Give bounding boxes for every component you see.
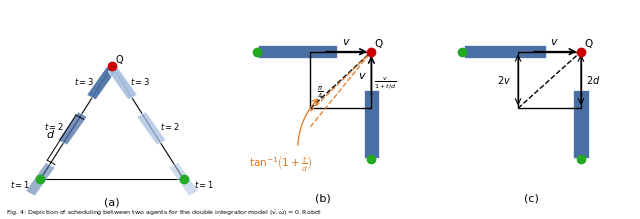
Bar [518,52,581,108]
Polygon shape [573,90,589,158]
Text: $\frac{v}{1+t/d}$: $\frac{v}{1+t/d}$ [374,75,396,91]
Text: $v$: $v$ [550,37,559,47]
Text: $t=3$: $t=3$ [130,76,150,87]
Text: $\tan^{-1}\!\left(1+\frac{t}{d}\right)$: $\tan^{-1}\!\left(1+\frac{t}{d}\right)$ [249,153,312,173]
Polygon shape [108,67,137,100]
Text: $2v$: $2v$ [497,74,511,86]
Text: $t=1$: $t=1$ [195,179,214,190]
Text: $d$: $d$ [45,129,55,140]
Text: $v$: $v$ [342,37,350,47]
Polygon shape [58,112,87,145]
Text: (a): (a) [104,198,120,208]
Text: $t=2$: $t=2$ [160,121,180,132]
Text: $t=2$: $t=2$ [44,121,64,132]
Polygon shape [464,45,546,58]
Text: $t=1$: $t=1$ [10,179,29,190]
Text: (c): (c) [524,194,539,204]
Text: $v$: $v$ [358,71,366,81]
Polygon shape [169,163,198,196]
Text: Q: Q [584,39,593,49]
Text: (b): (b) [316,194,331,204]
Bar [310,52,371,108]
Text: $t=3$: $t=3$ [74,76,94,87]
Text: $2d$: $2d$ [586,74,601,86]
Polygon shape [26,163,55,196]
Polygon shape [258,45,337,58]
Text: Q: Q [375,39,383,49]
Polygon shape [364,90,379,158]
Polygon shape [137,112,166,145]
Polygon shape [87,67,116,100]
Text: Fig. 4: Depiction of scheduling between two agents for the double integrator mod: Fig. 4: Depiction of scheduling between … [6,208,323,218]
Text: Q: Q [115,55,123,65]
Text: $\frac{\pi}{4}$: $\frac{\pi}{4}$ [317,84,323,101]
